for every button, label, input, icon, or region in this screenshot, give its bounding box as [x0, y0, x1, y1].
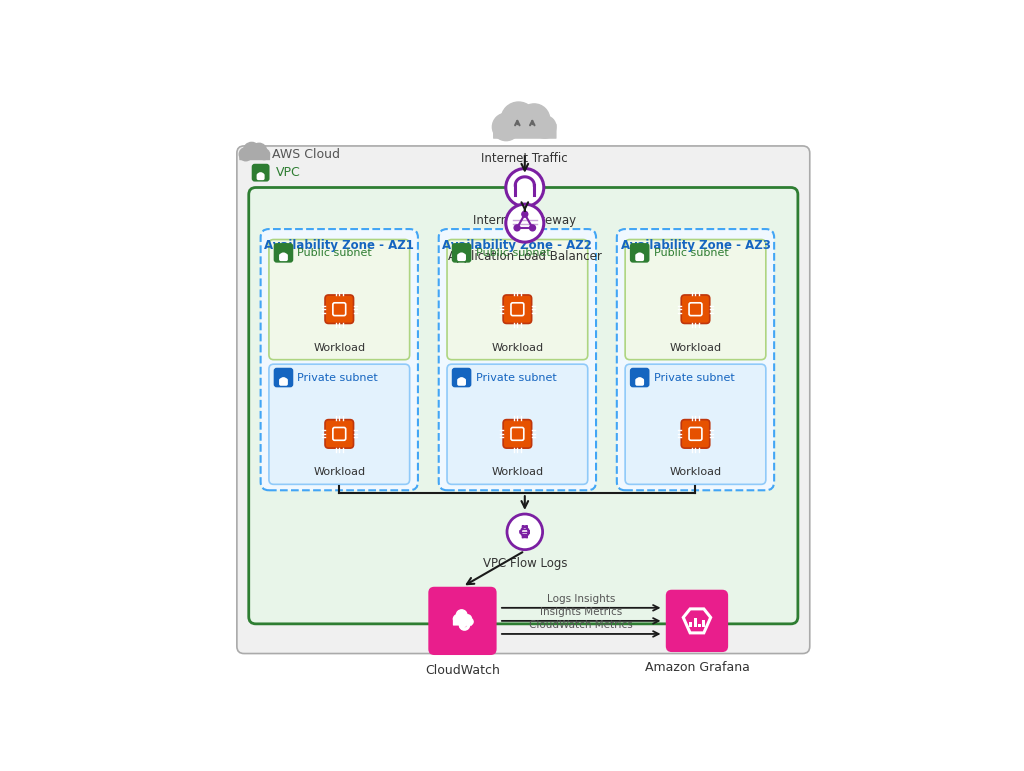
Circle shape	[518, 104, 550, 135]
Text: Workload: Workload	[313, 342, 366, 352]
FancyBboxPatch shape	[240, 153, 270, 160]
FancyBboxPatch shape	[457, 379, 466, 386]
FancyBboxPatch shape	[616, 229, 774, 490]
FancyBboxPatch shape	[325, 419, 353, 448]
Text: VPC: VPC	[275, 167, 300, 179]
FancyBboxPatch shape	[438, 229, 596, 490]
FancyBboxPatch shape	[702, 620, 706, 627]
Text: Private subnet: Private subnet	[475, 372, 556, 382]
Circle shape	[506, 169, 544, 207]
Circle shape	[493, 113, 520, 140]
FancyBboxPatch shape	[457, 254, 466, 261]
FancyBboxPatch shape	[681, 419, 710, 448]
Circle shape	[522, 211, 527, 217]
FancyBboxPatch shape	[453, 618, 472, 625]
FancyBboxPatch shape	[693, 618, 696, 627]
Circle shape	[252, 143, 266, 158]
Circle shape	[467, 618, 473, 625]
FancyBboxPatch shape	[280, 254, 288, 261]
Text: Workload: Workload	[492, 342, 544, 352]
FancyBboxPatch shape	[666, 590, 728, 652]
FancyBboxPatch shape	[630, 368, 649, 387]
Circle shape	[534, 116, 556, 138]
Text: Public subnet: Public subnet	[297, 247, 372, 258]
FancyBboxPatch shape	[447, 364, 588, 484]
FancyBboxPatch shape	[630, 243, 649, 263]
Text: Availability Zone - AZ2: Availability Zone - AZ2	[442, 238, 592, 251]
FancyBboxPatch shape	[681, 295, 710, 324]
FancyBboxPatch shape	[280, 379, 288, 386]
FancyBboxPatch shape	[635, 254, 644, 261]
FancyBboxPatch shape	[689, 622, 692, 627]
Text: Internet Traffic: Internet Traffic	[481, 152, 568, 165]
FancyBboxPatch shape	[493, 124, 557, 139]
Circle shape	[507, 514, 543, 550]
FancyBboxPatch shape	[698, 624, 701, 627]
Text: CloudWatch Metrics: CloudWatch Metrics	[529, 620, 633, 630]
Circle shape	[529, 225, 536, 231]
Text: Private subnet: Private subnet	[653, 372, 734, 382]
Text: Insights Metrics: Insights Metrics	[540, 607, 623, 617]
FancyBboxPatch shape	[447, 240, 588, 359]
Circle shape	[454, 614, 462, 623]
FancyBboxPatch shape	[325, 295, 353, 324]
Text: Public subnet: Public subnet	[475, 247, 550, 258]
Text: Amazon Grafana: Amazon Grafana	[644, 661, 750, 674]
Circle shape	[463, 614, 471, 623]
Circle shape	[501, 102, 536, 137]
Circle shape	[506, 204, 544, 242]
FancyBboxPatch shape	[249, 187, 798, 624]
Text: Internet Gateway: Internet Gateway	[473, 214, 577, 227]
FancyBboxPatch shape	[452, 243, 471, 263]
Text: Availability Zone - AZ3: Availability Zone - AZ3	[621, 238, 770, 251]
Text: Workload: Workload	[670, 342, 722, 352]
FancyBboxPatch shape	[269, 240, 410, 359]
FancyBboxPatch shape	[252, 163, 269, 181]
FancyBboxPatch shape	[269, 364, 410, 484]
Text: Availability Zone - AZ1: Availability Zone - AZ1	[264, 238, 415, 251]
Circle shape	[244, 143, 260, 159]
Text: Application Load Balancer: Application Load Balancer	[447, 251, 602, 264]
FancyBboxPatch shape	[257, 173, 264, 180]
Text: Private subnet: Private subnet	[297, 372, 378, 382]
Circle shape	[457, 610, 467, 621]
Text: Workload: Workload	[670, 467, 722, 477]
FancyBboxPatch shape	[273, 368, 293, 387]
Text: VPC Flow Logs: VPC Flow Logs	[482, 557, 567, 570]
FancyBboxPatch shape	[273, 243, 293, 263]
Circle shape	[514, 225, 520, 231]
FancyBboxPatch shape	[428, 587, 497, 655]
Text: AWS Cloud: AWS Cloud	[272, 148, 341, 161]
Circle shape	[240, 148, 252, 161]
FancyBboxPatch shape	[237, 146, 810, 654]
FancyBboxPatch shape	[635, 379, 644, 386]
Circle shape	[259, 149, 269, 160]
FancyBboxPatch shape	[452, 368, 471, 387]
FancyBboxPatch shape	[625, 240, 766, 359]
Text: Logs Insights: Logs Insights	[547, 594, 615, 604]
Text: Workload: Workload	[313, 467, 366, 477]
Text: CloudWatch: CloudWatch	[425, 664, 500, 677]
FancyBboxPatch shape	[625, 364, 766, 484]
Text: Public subnet: Public subnet	[653, 247, 728, 258]
Text: Workload: Workload	[492, 467, 544, 477]
FancyBboxPatch shape	[261, 229, 418, 490]
FancyBboxPatch shape	[503, 419, 531, 448]
FancyBboxPatch shape	[503, 295, 531, 324]
